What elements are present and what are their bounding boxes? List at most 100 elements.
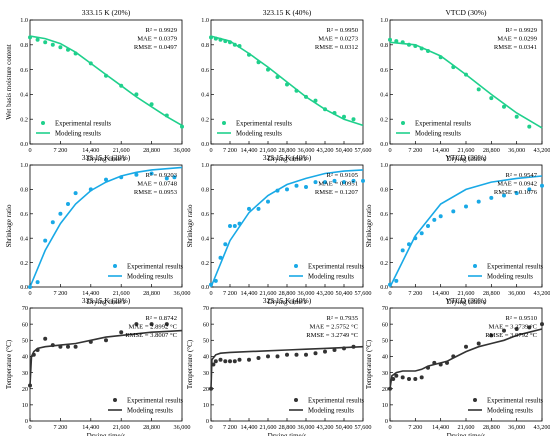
y-tick-label: 0.2 [201,260,209,267]
y-tick-label: 0.0 [201,284,209,291]
fit-statistic: MAE = 0.0951 [318,181,358,188]
data-point-experimental [43,238,48,243]
fit-statistic: MAE = 0.0942 [497,181,537,188]
plot-frame [29,307,183,422]
x-tick-label: 0 [209,290,212,297]
data-point-experimental [164,176,169,181]
y-tick-label: 0.6 [380,67,388,74]
x-tick-label: 21,600 [113,290,130,297]
chart-panel-5: 0 7 200 14,400 21,600 28,800 36,000 43,200 50,4… [186,153,372,306]
chart-title: 333.15 K (20%) [82,153,131,162]
x-tick-label: 21,600 [457,290,474,297]
x-axis-label: Drying time/s [87,155,126,163]
x-tick-label: 21,600 [457,147,474,154]
data-point-experimental [489,195,494,200]
data-point-experimental [476,87,481,92]
data-point-experimental [502,328,506,333]
data-point-experimental [58,211,63,216]
x-tick-label: 0 [28,290,31,297]
data-point-experimental [294,183,299,188]
y-tick-label: 0.2 [20,116,28,123]
data-point-experimental [266,354,270,359]
legend-label: Modeling results [487,273,533,280]
legend-label: Modeling results [415,130,461,137]
data-point-experimental [407,377,411,381]
data-point-experimental [256,206,261,211]
y-tick-label: 0 [206,418,209,425]
data-point-experimental [149,322,154,327]
x-tick-label: 50,400 [335,147,352,154]
data-point-experimental [361,178,365,183]
x-tick-label: 50,400 [335,424,352,431]
y-tick-label: 1.0 [380,17,388,24]
data-point-experimental [332,178,337,183]
y-tick-label: 1.0 [20,17,28,24]
x-tick-label: 28,800 [278,290,295,297]
y-axis-label: Temperature (°C) [365,339,373,389]
y-tick-label: 1.0 [20,162,28,169]
fit-statistic: RMSE = 3.9792 °C [485,332,537,339]
x-tick-label: 7 200 [223,147,237,154]
y-tick-label: 0.8 [380,187,388,194]
y-tick-label: 30 [22,370,28,377]
data-point-experimental [342,114,346,119]
x-tick-label: 0 [388,424,391,431]
x-tick-label: 21,600 [113,147,130,154]
data-point-experimental [502,193,506,198]
data-point-experimental [400,375,405,380]
x-tick-label: 36,000 [297,147,314,154]
fit-statistic: MAE = 0.0748 [137,181,178,188]
data-point-experimental [266,199,270,204]
x-tick-label: 7 200 [53,424,67,431]
data-point-experimental [275,354,280,359]
x-tick-label: 7 200 [53,147,67,154]
y-axis-label: Temperature (°C) [5,339,13,389]
x-tick-label: 0 [28,424,31,431]
x-axis-label: Drying time/s [87,298,126,306]
y-tick-label: 0.6 [380,211,388,218]
data-point-experimental [134,172,139,177]
y-tick-label: 0.8 [20,42,28,49]
data-point-experimental [213,278,218,283]
x-tick-label: 0 [388,290,391,297]
data-point-experimental [527,187,532,192]
y-tick-label: 0.6 [201,67,209,74]
chart-panel-6: 0 7 200 14,400 21,600 28,800 36,000 43,200 0.0 0… [365,153,550,306]
legend-label: Modeling results [308,273,354,280]
y-tick-label: 1.0 [201,162,209,169]
x-tick-label: 36,000 [173,424,190,431]
y-tick-label: 0.2 [380,116,388,123]
data-point-experimental [232,224,237,228]
y-tick-label: 0.4 [201,235,209,242]
data-point-experimental [438,214,443,219]
fit-statistic: MAE = 0.0379 [137,36,178,43]
data-point-experimental [247,357,251,362]
legend-marker-swatch [222,121,226,125]
legend-label: Modeling results [236,130,282,137]
data-point-experimental [313,180,318,185]
y-tick-label: 1.0 [201,17,209,24]
fit-statistic: R² = 0.9547 [505,172,537,179]
legend-label: Modeling results [487,407,533,414]
y-axis-label: Shrinkage ratio [5,204,13,247]
data-point-experimental [476,199,481,204]
legend-marker-swatch [41,121,45,125]
data-point-experimental [134,322,139,327]
fit-statistic: R² = 0.8742 [145,315,177,322]
data-point-experimental [149,171,154,176]
data-point-experimental [464,344,468,349]
data-point-experimental [66,202,70,206]
x-tick-label: 43,200 [533,424,550,431]
x-tick-label: 14,400 [82,424,99,431]
x-tick-label: 7 200 [53,290,67,297]
chart-title: VTCD (30%) [445,296,487,305]
y-axis-label: Wet basis moisture content [5,44,13,120]
fit-statistic: RMSE = 0.1207 [315,189,359,196]
data-point-experimental [223,359,228,364]
fit-statistic: MAE = 0.0299 [497,36,538,43]
fit-statistic: RMSE = 3.2749 °C [306,332,358,339]
fit-statistic: RMSE = 3.8007 °C [125,332,177,339]
data-point-experimental [35,37,40,42]
data-point-experimental [502,104,506,109]
chart-title: VTCD (30%) [445,153,487,162]
